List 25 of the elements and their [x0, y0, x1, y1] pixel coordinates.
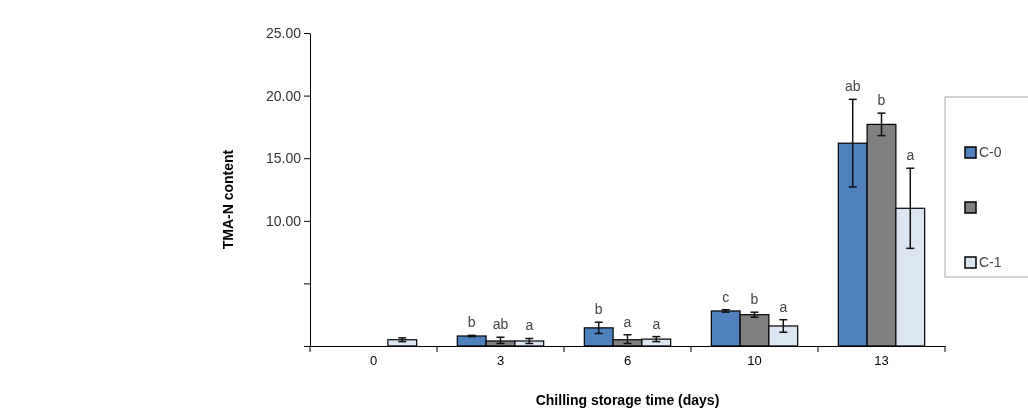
x-tick-label: 10	[747, 352, 762, 368]
annotation: a	[779, 298, 788, 315]
annotation: b	[594, 301, 603, 318]
annotation: a	[623, 313, 632, 330]
annotation: b	[750, 291, 759, 308]
x-tick-label: 6	[623, 352, 632, 368]
annotation: b	[467, 314, 476, 331]
y-axis-title: TMA-N content	[220, 149, 236, 250]
legend-label: C-1	[979, 254, 1002, 270]
y-tick-label: 10.00	[265, 212, 302, 229]
x-tick-label: 13	[874, 352, 889, 368]
annotation: ab	[844, 78, 861, 95]
y-tick-label: 15.00	[265, 150, 302, 167]
y-tick-label: 25.00	[265, 24, 302, 41]
annotation: a	[906, 147, 915, 164]
annotation: a	[525, 317, 534, 334]
x-axis-title: Chilling storage time (days)	[535, 392, 720, 408]
annotation: c	[722, 288, 730, 305]
annotation: ab	[492, 316, 509, 333]
legend-label: C-0	[979, 144, 1002, 160]
x-tick-label: 3	[496, 352, 505, 368]
annotation: b	[877, 92, 886, 109]
x-tick-label: 0	[369, 352, 378, 368]
y-tick-label: 20.00	[265, 87, 302, 104]
annotation: a	[652, 315, 661, 332]
